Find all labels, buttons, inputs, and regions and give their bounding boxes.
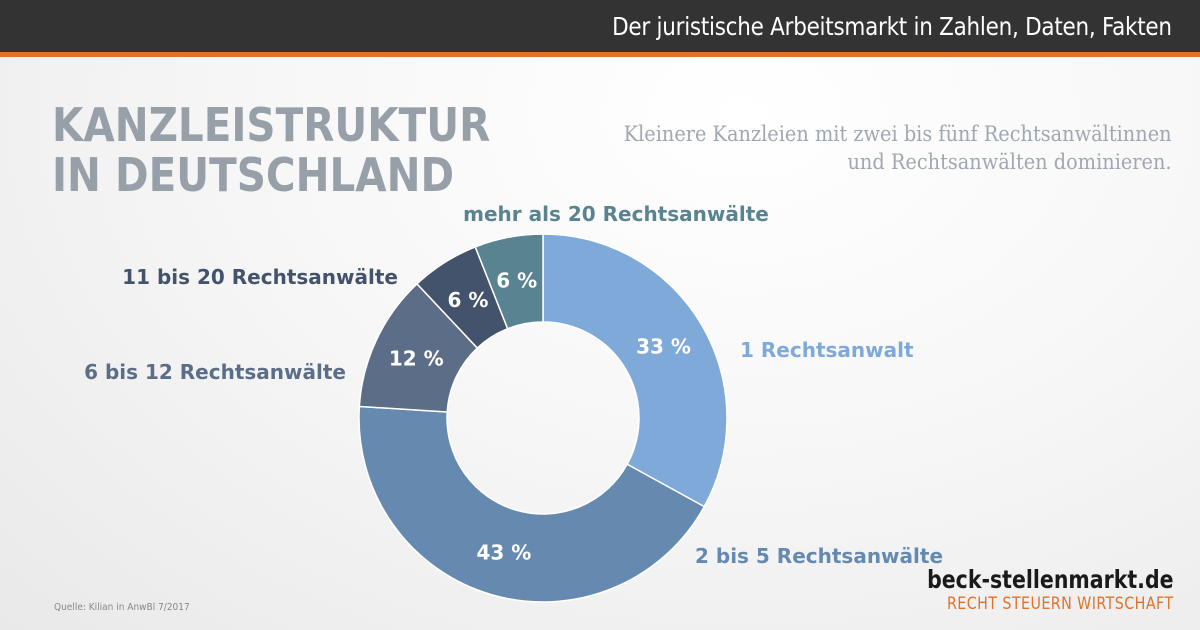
brand-logo[interactable]: beck-stellenmarkt.de RECHT STEUERN WIRTS… — [873, 565, 1174, 615]
slice-value-label-5: 6 % — [496, 268, 537, 292]
chart-title-line-1: KANZLEISTRUKTUR — [52, 98, 491, 152]
slice-value-label-2: 43 % — [477, 540, 532, 564]
donut-slice-1 — [542, 233, 728, 508]
chart-title-line-2: IN DEUTSCHLAND — [52, 148, 455, 202]
slice-value-label-3: 12 % — [389, 346, 444, 370]
slice-category-label-5: mehr als 20 Rechtsanwälte — [463, 202, 769, 226]
slice-category-label-2: 2 bis 5 Rechtsanwälte — [695, 544, 943, 568]
slice-value-label-4: 6 % — [448, 288, 489, 312]
header-title: Der juristische Arbeitsmarkt in Zahlen, … — [612, 12, 1172, 41]
brand-name: beck-stellenmarkt.de — [927, 565, 1174, 594]
slice-category-label-4: 11 bis 20 Rechtsanwälte — [122, 265, 398, 289]
chart-subtitle: Kleinere Kanzleien mit zwei bis fünf Rec… — [624, 120, 1172, 176]
slice-category-label-3: 6 bis 12 Rechtsanwälte — [84, 360, 346, 384]
slice-category-label-1: 1 Rechtsanwalt — [740, 338, 914, 362]
slice-value-label-1: 33 % — [636, 335, 691, 359]
donut-slice-2 — [358, 405, 706, 603]
header-bar: Der juristische Arbeitsmarkt in Zahlen, … — [0, 0, 1200, 57]
chart-subtitle-line-1: Kleinere Kanzleien mit zwei bis fünf Rec… — [624, 122, 1172, 146]
brand-tagline: RECHT STEUERN WIRTSCHAFT — [947, 594, 1174, 614]
donut-slice-5 — [474, 233, 544, 330]
chart-subtitle-line-2: und Rechtsanwälten dominieren. — [847, 150, 1172, 174]
chart-title: KANZLEISTRUKTUR IN DEUTSCHLAND — [52, 100, 490, 200]
source-note: Quelle: Kilian in AnwBl 7/2017 — [54, 602, 190, 613]
